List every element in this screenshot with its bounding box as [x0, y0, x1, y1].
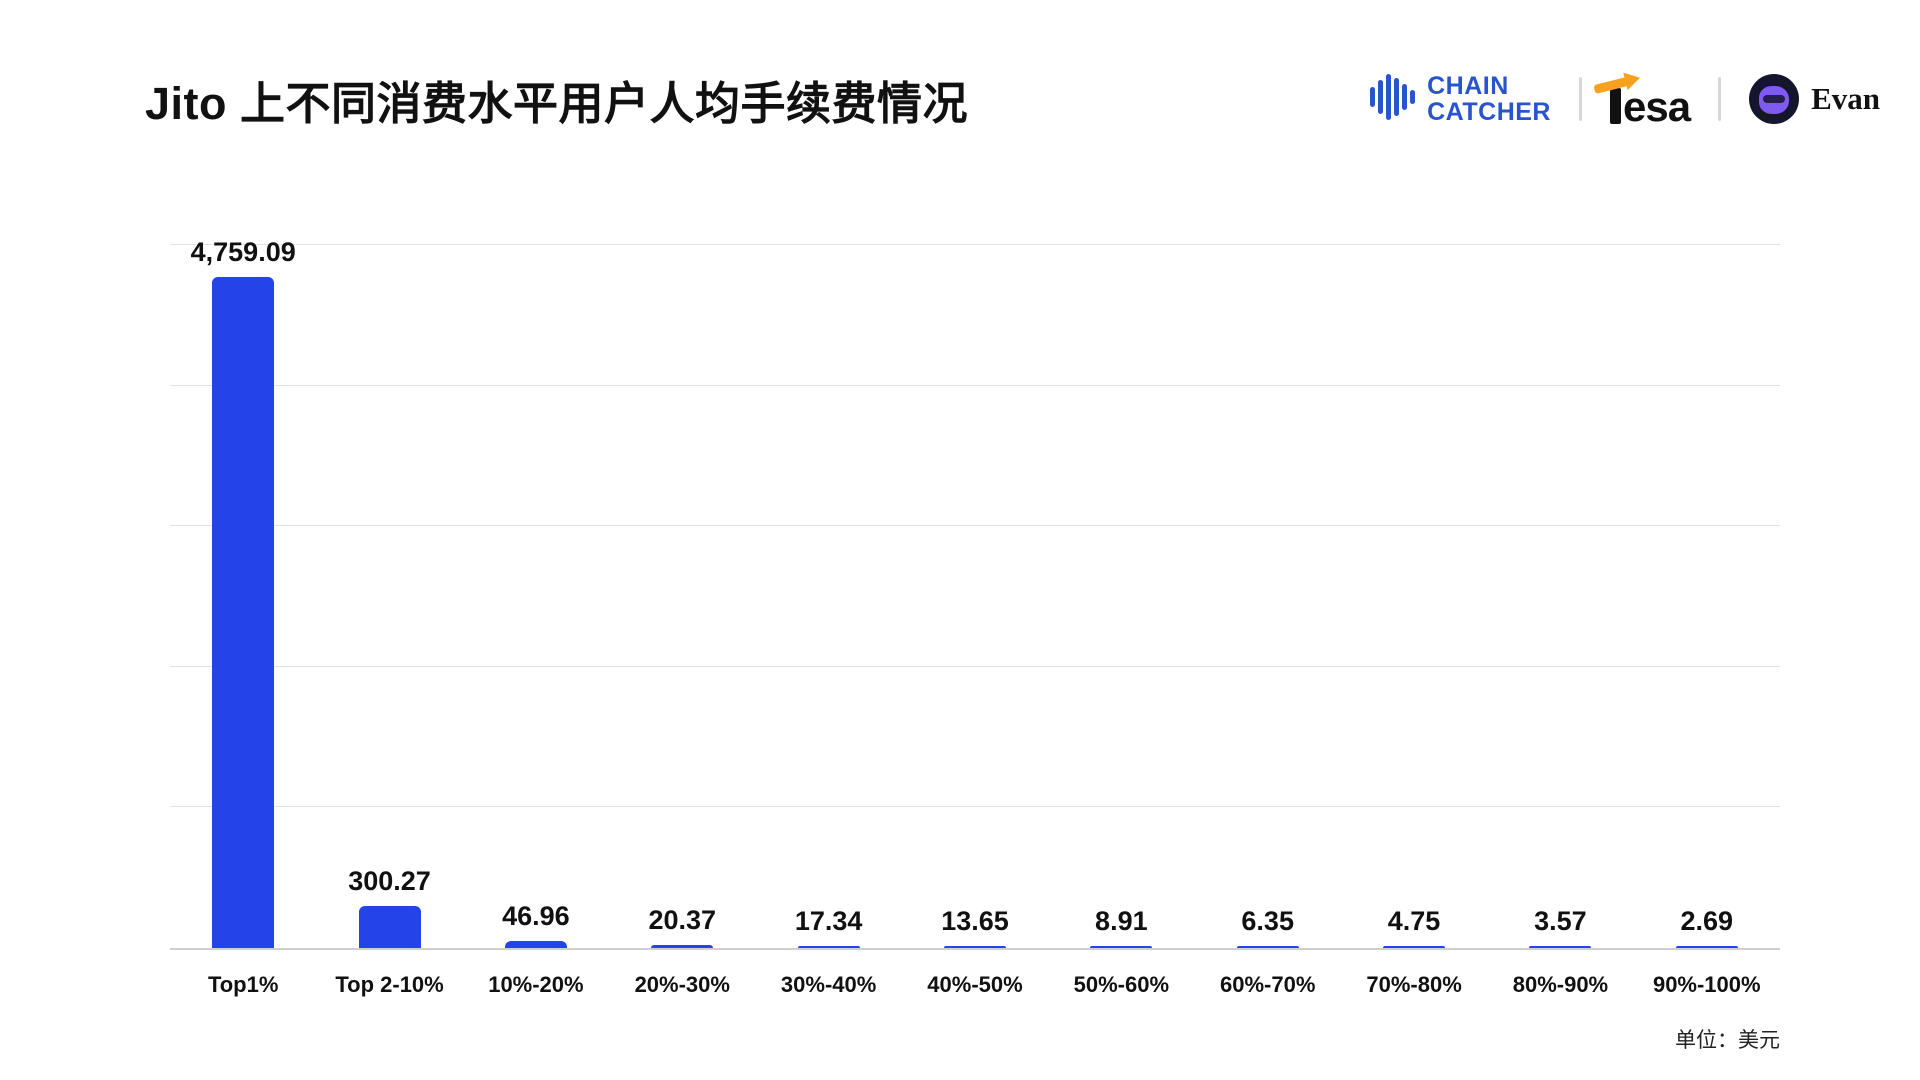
bar-40%-50%[interactable]: [943, 946, 1006, 948]
tesa-logo: esa: [1593, 74, 1691, 130]
gridline-4000: [170, 384, 1780, 386]
bar-value-label: 17.34: [794, 905, 863, 936]
bar-value-label: 4.75: [1387, 906, 1441, 936]
plot-area: 4,759.09 300.27 46.96 20.37 17.34 13.65 8.91 6.…: [170, 237, 1780, 950]
bar-columns: 4,759.09 300.27 46.96 20.37 17.34 13.65 8.91 6.…: [170, 237, 1780, 948]
x-tick-label-60%-70%: 60%-70%: [1220, 972, 1316, 997]
chaincatcher-bars-icon: [1369, 72, 1416, 127]
chaincatcher-logo: CHAIN CATCHER: [1369, 72, 1551, 127]
x-tick-label-40%-50%: 40%-50%: [927, 972, 1023, 997]
tesa-wordmark: esa: [1623, 82, 1691, 130]
bar-90%-100%[interactable]: [1675, 946, 1738, 948]
gridline-3000: [170, 525, 1780, 527]
bar-column-70%-80%: 4.75: [1341, 245, 1487, 948]
x-axis-labels: Top1% Top 2-10% 10%-20% 20%-30% 30%-40% 40%-5…: [170, 950, 1780, 998]
gridline-1000: [170, 806, 1780, 808]
bar-column-Top 2-10%: 300.27: [316, 245, 462, 948]
tesa-t-stem: [1593, 77, 1629, 124]
bar-60%-70%[interactable]: [1236, 946, 1299, 948]
logo-separator: [1718, 77, 1722, 121]
header: Jito 上不同消费水平用户人均手续费情况 CHAIN CATCHER: [0, 0, 1920, 130]
x-tick-label-30%-40%: 30%-40%: [780, 972, 877, 997]
bar-column-50%-60%: 8.91: [1048, 245, 1194, 948]
bar-Top1%[interactable]: [212, 276, 275, 948]
evan-name: Evan: [1811, 81, 1880, 116]
bar-column-60%-70%: 6.35: [1195, 245, 1341, 948]
bar-column-10%-20%: 46.96: [463, 245, 609, 948]
chaincatcher-line1: CHAIN: [1427, 72, 1509, 100]
bar-20%-30%[interactable]: [651, 945, 714, 948]
x-tick-label-50%-60%: 50%-60%: [1073, 972, 1170, 997]
bar-value-label: 300.27: [348, 865, 431, 896]
bar-80%-90%[interactable]: [1529, 946, 1592, 948]
x-tick-label-Top1%: Top1%: [207, 972, 279, 997]
bar-value-label: 20.37: [648, 905, 717, 936]
header-logos: CHAIN CATCHER esa Evan: [1369, 72, 1880, 127]
x-tick-label-Top 2-10%: Top 2-10%: [335, 972, 444, 997]
page-title: Jito 上不同消费水平用户人均手续费情况: [145, 77, 969, 129]
bar-10%-20%[interactable]: [504, 941, 567, 948]
evan-avatar: [1749, 74, 1800, 124]
bar-value-label: 13.65: [941, 906, 1009, 936]
bar-value-label: 3.57: [1534, 906, 1587, 936]
bar-column-40%-50%: 13.65: [902, 245, 1048, 948]
bar-value-label: 4,759.09: [190, 236, 296, 267]
evan-badge: Evan: [1749, 74, 1880, 124]
fee-bar-chart: 4,759.09 300.27 46.96 20.37 17.34 13.65 8.91 6.…: [170, 237, 1780, 1054]
x-tick-label-70%-80%: 70%-80%: [1366, 972, 1462, 997]
bar-column-20%-30%: 20.37: [609, 245, 755, 948]
bar-column-Top1%: 4,759.09: [170, 237, 316, 948]
bar-Top 2-10%[interactable]: [358, 905, 421, 948]
chaincatcher-wordmark: CHAIN CATCHER: [1427, 73, 1551, 125]
bar-50%-60%[interactable]: [1090, 946, 1153, 948]
chaincatcher-line2: CATCHER: [1427, 98, 1551, 126]
bar-column-30%-40%: 17.34: [755, 245, 901, 948]
logo-separator: [1579, 77, 1582, 121]
bar-value-label: 2.69: [1680, 906, 1734, 936]
bar-column-90%-100%: 2.69: [1634, 245, 1780, 948]
bar-value-label: 8.91: [1095, 906, 1148, 936]
gridline-2000: [170, 665, 1780, 667]
bar-column-80%-90%: 3.57: [1487, 245, 1633, 948]
unit-note: 单位：美元: [1675, 1029, 1780, 1052]
x-tick-label-90%-100%: 90%-100%: [1652, 972, 1761, 997]
bar-value-label: 46.96: [502, 901, 570, 932]
x-tick-label-80%-90%: 80%-90%: [1512, 972, 1609, 997]
x-tick-label-20%-30%: 20%-30%: [634, 972, 730, 997]
bar-value-label: 6.35: [1241, 906, 1294, 936]
bar-30%-40%[interactable]: [797, 945, 860, 948]
bar-70%-80%[interactable]: [1383, 946, 1446, 948]
x-tick-label-10%-20%: 10%-20%: [488, 972, 584, 997]
gridline-5000: [170, 244, 1780, 245]
